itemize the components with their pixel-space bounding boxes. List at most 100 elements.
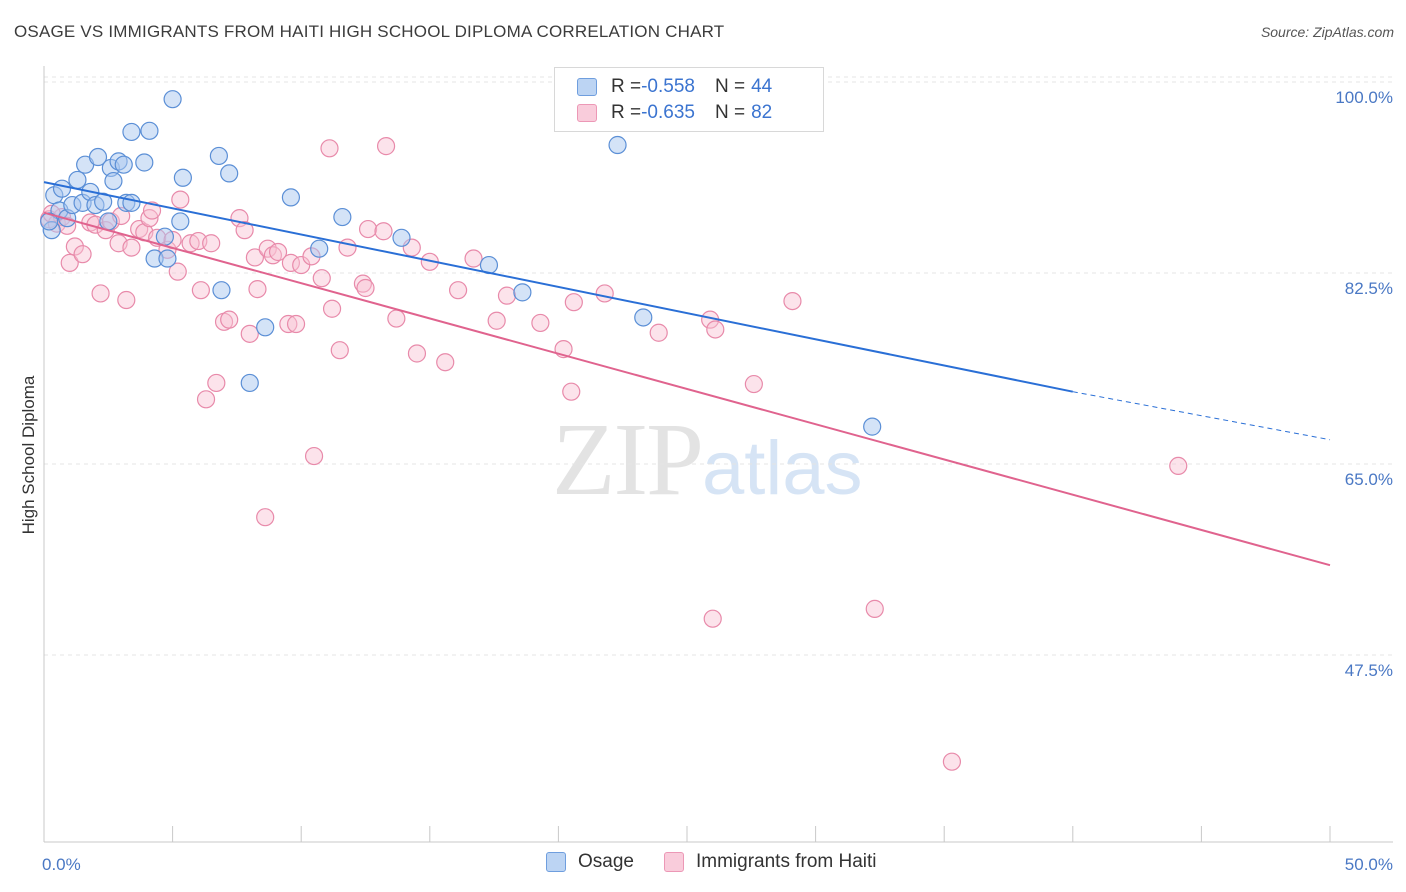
osage-point xyxy=(163,90,182,109)
haiti-point xyxy=(942,752,962,771)
osage-point xyxy=(634,308,653,327)
x-tick-label: 0.0% xyxy=(42,855,81,874)
osage-point xyxy=(158,249,177,268)
haiti-swatch xyxy=(663,852,684,872)
legend-row-osage: R = -0.558 N = 44 xyxy=(577,75,772,99)
haiti-point xyxy=(487,311,506,330)
haiti-point xyxy=(263,246,283,265)
haiti-point xyxy=(207,373,226,393)
haiti-point xyxy=(122,238,141,257)
osage-swatch xyxy=(577,78,597,96)
osage-point xyxy=(99,212,118,231)
haiti-point xyxy=(374,222,393,241)
x-tick-label: 50.0% xyxy=(1345,855,1393,874)
osage-trend-extension xyxy=(1072,391,1331,441)
legend-n-value: 44 xyxy=(751,76,773,97)
haiti-point xyxy=(706,320,725,339)
osage-point xyxy=(333,207,352,227)
series-haiti-points xyxy=(40,137,1188,771)
osage-swatch xyxy=(546,852,566,872)
haiti-point xyxy=(73,245,92,264)
chart-source: Source: ZipAtlas.com xyxy=(1260,24,1394,40)
legend-item-osage[interactable]: Osage xyxy=(546,851,634,873)
legend-n-label: N = xyxy=(714,102,746,123)
haiti-point xyxy=(304,446,324,466)
haiti-point xyxy=(202,234,221,253)
haiti-point xyxy=(562,382,581,401)
haiti-point xyxy=(171,190,190,209)
osage-point xyxy=(281,188,301,207)
osage-point xyxy=(392,228,411,247)
watermark-zip: ZIP xyxy=(552,402,704,517)
haiti-point xyxy=(564,293,583,312)
haiti-point xyxy=(245,248,265,267)
y-axis-title: High School Diploma xyxy=(19,375,38,534)
haiti-point xyxy=(312,269,331,288)
osage-point xyxy=(209,146,228,166)
y-tick-label: 47.5% xyxy=(1345,661,1393,680)
legend-r-label: R = xyxy=(611,102,642,123)
haiti-point xyxy=(286,314,306,334)
haiti-point xyxy=(240,324,259,343)
legend-r-label: R = xyxy=(611,76,642,97)
haiti-point xyxy=(531,313,550,333)
legend-r-value: -0.635 xyxy=(641,102,695,123)
osage-trend-line xyxy=(43,181,1073,393)
osage-point xyxy=(122,193,141,212)
trend-lines xyxy=(43,181,1331,567)
osage-point xyxy=(140,121,159,140)
haiti-point xyxy=(168,262,187,281)
haiti-point xyxy=(235,221,254,240)
tick-labels: 47.5% 65.0% 82.5% 100.0% 0.0% 50.0% High Schoo… xyxy=(19,88,1393,874)
legend-item-haiti[interactable]: Immigrants from Haiti xyxy=(663,851,877,873)
haiti-point xyxy=(320,139,339,158)
osage-point xyxy=(171,212,190,231)
haiti-point xyxy=(376,137,396,156)
osage-point xyxy=(863,417,882,436)
y-tick-label: 100.0% xyxy=(1335,88,1393,107)
haiti-point xyxy=(322,299,342,318)
osage-point xyxy=(310,239,329,258)
osage-point xyxy=(68,170,87,190)
osage-point xyxy=(513,283,532,302)
series-legend: Osage Immigrants from Haiti xyxy=(546,851,907,873)
watermark: ZIPatlas xyxy=(552,400,863,519)
legend-osage-label: Osage xyxy=(578,851,634,872)
haiti-point xyxy=(595,284,614,303)
legend-haiti-label: Immigrants from Haiti xyxy=(695,851,877,872)
haiti-point xyxy=(464,249,483,268)
haiti-point xyxy=(649,323,668,342)
legend-r-value: -0.558 xyxy=(641,76,695,97)
haiti-point xyxy=(703,609,722,628)
haiti-point xyxy=(91,284,110,303)
haiti-point xyxy=(256,508,275,527)
haiti-point xyxy=(196,390,216,409)
haiti-point xyxy=(142,201,162,220)
haiti-point xyxy=(497,286,517,305)
haiti-point xyxy=(448,281,468,300)
osage-point xyxy=(135,153,154,172)
grid-lines xyxy=(44,76,1393,656)
haiti-point xyxy=(279,314,298,334)
haiti-point xyxy=(783,291,802,311)
series-osage-points xyxy=(40,90,882,436)
haiti-point xyxy=(436,353,455,372)
haiti-point xyxy=(191,281,210,300)
legend-row-haiti: R = -0.635 N = 82 xyxy=(577,101,772,125)
axes xyxy=(43,66,1393,843)
osage-point xyxy=(173,168,192,187)
osage-point xyxy=(256,318,275,337)
watermark-atlas: atlas xyxy=(702,426,863,511)
haiti-point xyxy=(356,278,375,298)
osage-point xyxy=(40,212,59,231)
osage-point xyxy=(114,155,133,174)
osage-point xyxy=(608,135,627,155)
haiti-point xyxy=(248,279,267,299)
haiti-point xyxy=(338,238,357,257)
osage-point xyxy=(88,147,108,167)
osage-point xyxy=(122,122,141,142)
haiti-point xyxy=(358,219,378,239)
haiti-point xyxy=(268,242,288,262)
osage-point xyxy=(104,171,123,191)
stats-legend: R = -0.558 N = 44 R = -0.635 N = 82 xyxy=(554,67,824,132)
